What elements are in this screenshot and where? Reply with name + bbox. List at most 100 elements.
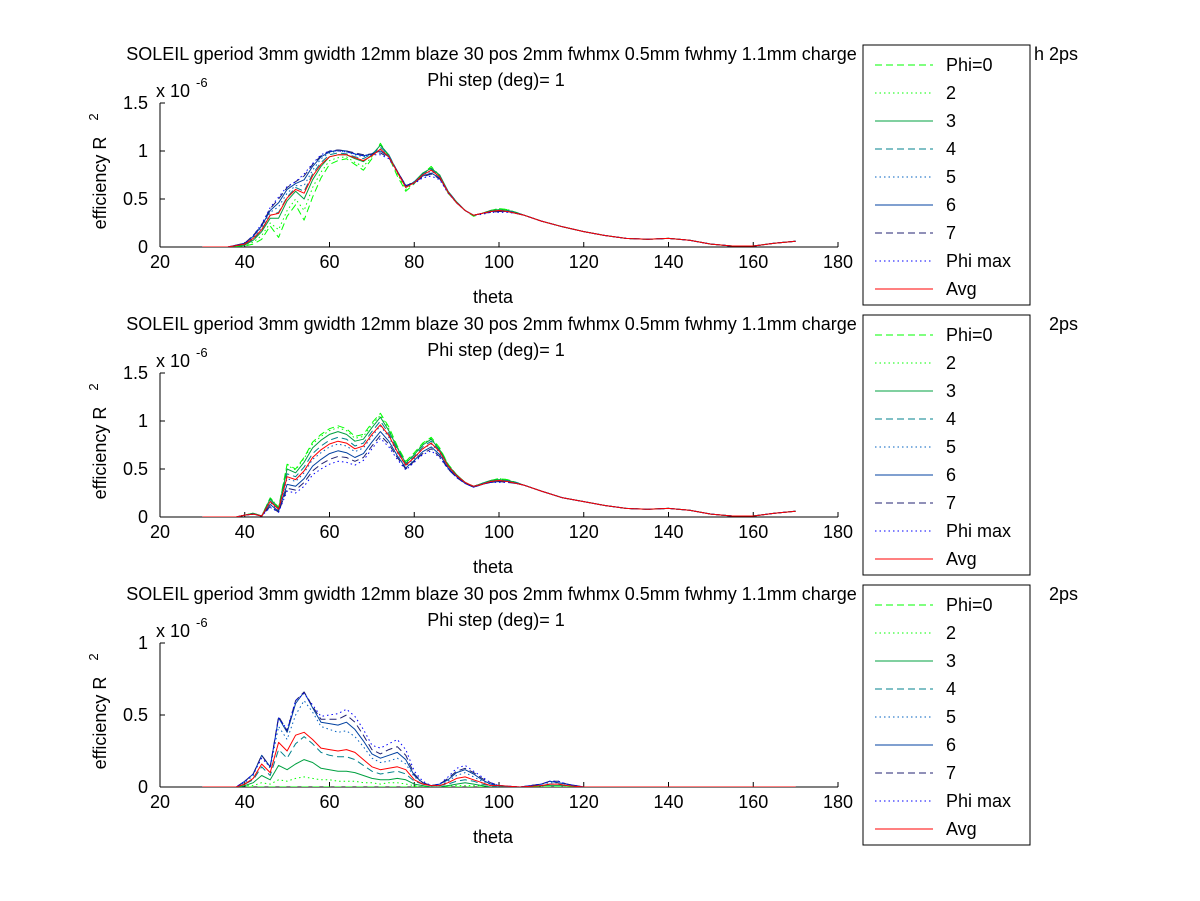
y-tick-label: 0.5 [123,189,148,209]
legend-entry: Phi=0 [946,55,993,75]
series-line-8 [202,424,796,517]
series-group [202,691,796,787]
x-tick-label: 80 [404,522,424,542]
y-tick-label: 1.5 [123,93,148,113]
legend-entry: 3 [946,381,956,401]
legend-entry: 6 [946,195,956,215]
x-axis-label: theta [473,287,514,307]
y-axis-label: efficiency R [90,677,110,770]
chart-title: SOLEIL gperiod 3mm gwidth 12mm blaze 30 … [126,314,872,334]
legend: Phi=0 2 3 4 5 6 7 Phi max Avg [862,314,1031,576]
legend-entry: 7 [946,763,956,783]
x-tick-label: 80 [404,792,424,812]
x-tick-label: 180 [823,792,853,812]
chart-subtitle: Phi step (deg)= 1 [427,610,565,630]
legend-entry: Phi max [946,521,1011,541]
series-line-7 [202,437,796,517]
series-line-2 [202,759,796,787]
legend-box [862,44,1031,306]
chart-subtitle: Phi step (deg)= 1 [427,70,565,90]
y-tick-label: 1 [138,141,148,161]
series-line-6 [202,691,796,787]
x-tick-label: 40 [235,522,255,542]
y-axis-label: efficiency R [90,407,110,500]
series-line-7 [202,692,796,787]
x-tick-label: 60 [319,522,339,542]
x-tick-label: 20 [150,792,170,812]
series-group [202,412,796,517]
legend-entry: 4 [946,679,956,699]
y-exponent-base: x 10 [156,351,190,371]
chart-title-tail: 2ps [1049,584,1078,604]
legend-entry: 3 [946,651,956,671]
chart-panel-1: SOLEIL gperiod 3mm gwidth 12mm blaze 30 … [86,44,1078,307]
y-tick-label: 1 [138,633,148,653]
y-tick-label: 0 [138,507,148,527]
plot-area [160,643,838,787]
x-tick-label: 140 [653,522,683,542]
legend-entry: 5 [946,707,956,727]
x-tick-label: 100 [484,252,514,272]
legend: Phi=0 2 3 4 5 6 7 Phi max Avg [862,584,1031,846]
x-tick-label: 120 [569,792,599,812]
legend-entry: 7 [946,493,956,513]
chart-title-tail: 2ps [1049,314,1078,334]
legend-entry: 5 [946,437,956,457]
plot-area [160,103,838,247]
legend-entry: 6 [946,735,956,755]
y-exponent-base: x 10 [156,81,190,101]
legend-entry: Avg [946,819,977,839]
legend: Phi=0 2 3 4 5 6 7 Phi max Avg [862,44,1031,306]
chart-title: SOLEIL gperiod 3mm gwidth 12mm blaze 30 … [126,44,872,64]
legend-entry: Phi=0 [946,325,993,345]
series-line-4 [202,425,796,517]
x-tick-label: 100 [484,522,514,542]
series-line-5 [202,691,796,787]
y-axis-label-sup: 2 [86,113,101,120]
y-axis-label-group: efficiency R 2 [86,383,110,499]
y-axis-label-sup: 2 [86,383,101,390]
legend-entry: 6 [946,465,956,485]
y-axis-label-group: efficiency R 2 [86,113,110,229]
legend-entry: Phi=0 [946,595,993,615]
legend-entry: 4 [946,139,956,159]
legend-box [862,314,1031,576]
chart-title-tail: h 2ps [1034,44,1078,64]
x-tick-label: 180 [823,522,853,542]
x-tick-label: 160 [738,252,768,272]
x-tick-label: 140 [653,792,683,812]
x-tick-label: 80 [404,252,424,272]
legend-entry: 4 [946,409,956,429]
y-tick-label: 1 [138,411,148,431]
x-tick-label: 160 [738,522,768,542]
x-tick-label: 40 [235,252,255,272]
x-tick-label: 20 [150,252,170,272]
y-tick-label: 0.5 [123,705,148,725]
x-axis-label: theta [473,827,514,847]
legend-entry: 2 [946,623,956,643]
legend-entry: Avg [946,279,977,299]
series-line-8 [202,148,796,247]
chart-panel-3: SOLEIL gperiod 3mm gwidth 12mm blaze 30 … [86,584,1078,847]
y-tick-label: 0 [138,777,148,797]
series-line-8 [202,731,796,787]
y-exponent-power: -6 [196,615,208,630]
series-line-6 [202,434,796,517]
y-axis-label: efficiency R [90,137,110,230]
x-tick-label: 180 [823,252,853,272]
legend-entry: Phi max [946,791,1011,811]
x-tick-label: 160 [738,792,768,812]
y-axis-label-sup: 2 [86,653,101,660]
x-tick-label: 120 [569,252,599,272]
x-tick-label: 120 [569,522,599,542]
x-tick-label: 60 [319,792,339,812]
x-tick-label: 40 [235,792,255,812]
x-tick-label: 100 [484,792,514,812]
legend-entry: 2 [946,353,956,373]
y-exponent-base: x 10 [156,621,190,641]
legend-entry: 7 [946,223,956,243]
series-line-3 [202,736,796,787]
y-tick-label: 0 [138,237,148,257]
chart-title: SOLEIL gperiod 3mm gwidth 12mm blaze 30 … [126,584,872,604]
